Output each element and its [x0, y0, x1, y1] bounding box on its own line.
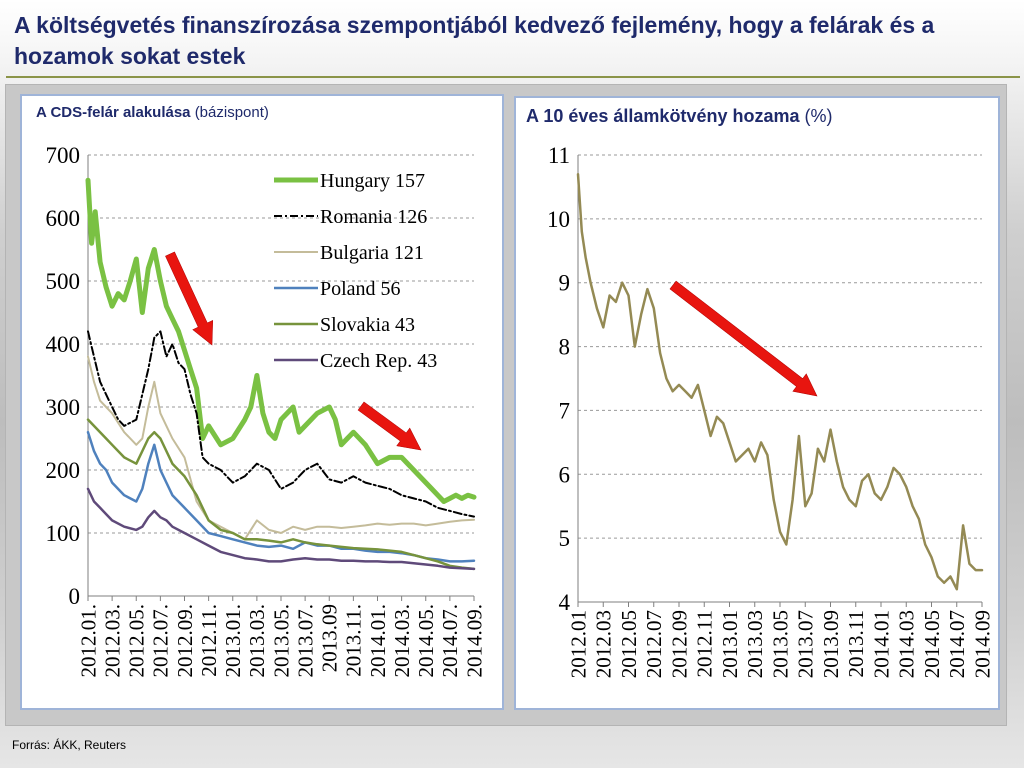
- page-title: A költségvetés finanszírozása szempontjá…: [14, 12, 935, 69]
- y-tick-label: 300: [46, 395, 81, 420]
- x-tick-label: 2012.11: [693, 610, 717, 677]
- x-tick-label: 2013.11: [844, 610, 868, 677]
- series-line-romania: [87, 330, 475, 518]
- y-tick-label: 7: [559, 398, 571, 423]
- x-tick-label: 2013.07: [794, 610, 818, 678]
- y-tick-label: 10: [547, 207, 570, 232]
- y-tick-label: 0: [69, 584, 81, 609]
- y-tick-label: 6: [559, 462, 571, 487]
- x-tick-label: 2013.03.: [245, 604, 269, 678]
- cds-chart-title: A CDS-felár alakulása (bázispont): [36, 104, 269, 121]
- legend-label-bulgaria: Bulgaria 121: [320, 242, 424, 264]
- y-tick-label: 100: [46, 521, 81, 546]
- yield-chart-unit: (%): [804, 106, 833, 126]
- x-tick-label: 2014.09: [970, 610, 994, 678]
- yield-chart-title: A 10 éves államkötvény hozama (%): [526, 106, 833, 127]
- x-tick-label: 2013.11.: [342, 604, 366, 677]
- arrow-down-icon: [165, 251, 214, 346]
- x-tick-label: 2013.09: [318, 604, 342, 672]
- x-tick-label: 2012.05.: [125, 604, 149, 678]
- x-tick-label: 2012.03: [592, 610, 616, 678]
- x-tick-label: 2013.05.: [269, 604, 293, 678]
- series-line-slovakia: [86, 418, 476, 571]
- yield-chart-panel: A 10 éves államkötvény hozama (%) 4 5 6 7 8 9…: [514, 96, 1000, 710]
- y-tick-label: 700: [46, 143, 81, 168]
- cds-chart-panel: A CDS-felár alakulása (bázispont) 0 100 20…: [20, 94, 504, 710]
- arrow-down-icon-shape: [357, 401, 422, 451]
- x-tick-label: 2014.07: [945, 610, 969, 678]
- series-line-bulgaria: [87, 355, 475, 541]
- y-tick-label: 9: [559, 271, 571, 296]
- yield-chart-title-text: A 10 éves államkötvény hozama: [526, 106, 800, 126]
- legend-label-czech: Czech Rep. 43: [320, 350, 437, 372]
- y-tick-label: 500: [46, 269, 81, 294]
- arrow-down-icon: [669, 280, 818, 397]
- cds-chart-title-text: A CDS-felár alakulása: [36, 104, 191, 121]
- x-tick-label: 2014.03.: [390, 604, 414, 678]
- x-tick-label: 2012.07: [642, 610, 666, 678]
- x-tick-label: 2013.07.: [293, 604, 317, 678]
- y-tick-label: 400: [46, 332, 81, 357]
- x-tick-label: 2013.09: [819, 610, 843, 678]
- x-tick-label: 2014.07.: [438, 604, 462, 678]
- x-tick-label: 2014.09.: [462, 604, 486, 678]
- x-tick-label: 2012.11.: [197, 604, 221, 677]
- series-line-yield: [576, 172, 984, 591]
- legend-label-poland: Poland 56: [320, 278, 401, 300]
- y-tick-label: 11: [548, 143, 570, 168]
- cds-chart-unit: (bázispont): [194, 104, 269, 121]
- x-tick-label: 2012.03.: [100, 604, 124, 678]
- legend-label-romania: Romania 126: [320, 206, 427, 228]
- y-tick-label: 5: [559, 526, 571, 551]
- x-tick-label: 2012.05: [617, 610, 641, 678]
- legend-label-hungary: Hungary 157: [320, 170, 425, 192]
- series-line-poland: [86, 430, 476, 563]
- x-tick-label: 2012.01.: [76, 604, 100, 678]
- x-tick-label: 2013.01.: [221, 604, 245, 678]
- x-tick-label: 2012.09: [667, 610, 691, 678]
- arrow-down-icon: [357, 401, 422, 451]
- arrow-down-icon-shape: [669, 280, 818, 397]
- y-tick-label: 8: [559, 335, 571, 360]
- legend-label-slovakia: Slovakia 43: [320, 314, 415, 336]
- y-tick-label: 4: [559, 590, 571, 615]
- x-tick-label: 2012.09.: [173, 604, 197, 678]
- y-tick-label: 200: [46, 458, 81, 483]
- x-tick-label: 2014.05.: [414, 604, 438, 678]
- x-tick-label: 2014.01: [869, 610, 893, 678]
- x-tick-label: 2013.03: [743, 610, 767, 678]
- x-tick-label: 2014.01.: [366, 604, 390, 678]
- x-tick-label: 2014.05: [920, 610, 944, 678]
- x-tick-label: 2013.05: [768, 610, 792, 678]
- series-line-hungary: [85, 177, 477, 504]
- arrow-down-icon-shape: [165, 251, 214, 346]
- series-line-czech: [86, 487, 476, 571]
- x-tick-label: 2013.01: [718, 610, 742, 678]
- title-divider: [6, 76, 1020, 78]
- y-tick-label: 600: [46, 206, 81, 231]
- source-note: Forrás: ÁKK, Reuters: [12, 738, 127, 752]
- x-tick-label: 2012.01: [566, 610, 590, 678]
- x-tick-label: 2012.07.: [149, 604, 173, 678]
- x-tick-label: 2014.03: [895, 610, 919, 678]
